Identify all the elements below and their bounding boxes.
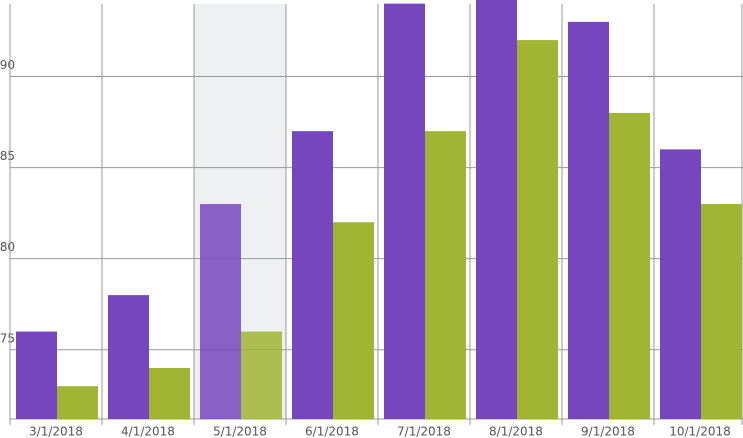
x-tick-label: 8/1/2018 [489,425,543,438]
bar[interactable] [517,40,558,420]
y-tick-label: 75 [0,331,15,345]
bar[interactable] [16,331,57,419]
bar[interactable] [660,149,701,419]
bar[interactable] [333,222,374,419]
x-tick-label: 3/1/2018 [29,425,83,438]
y-tick-label: 85 [0,149,15,163]
bar[interactable] [57,386,98,419]
bar[interactable] [609,112,650,420]
x-tick-label: 10/1/2018 [669,425,731,438]
x-tick-label: 7/1/2018 [397,425,451,438]
bar[interactable] [149,367,190,419]
bar[interactable] [425,131,466,419]
bar[interactable] [476,0,517,419]
bar[interactable] [241,331,282,419]
x-tick-label: 5/1/2018 [213,425,267,438]
bar[interactable] [384,3,425,420]
x-tick-label: 9/1/2018 [581,425,635,438]
bar[interactable] [292,131,333,419]
x-tick-label: 4/1/2018 [121,425,175,438]
bar[interactable] [200,204,241,419]
x-tick-label: 6/1/2018 [305,425,359,438]
bar[interactable] [701,204,742,419]
y-tick-label: 80 [0,240,15,254]
y-tick-label: 90 [0,58,15,72]
bar[interactable] [568,21,609,419]
bar[interactable] [108,295,149,419]
